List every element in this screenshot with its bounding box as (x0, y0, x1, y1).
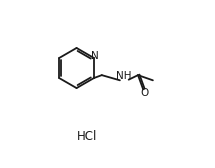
Text: HCl: HCl (77, 130, 97, 143)
Text: O: O (141, 88, 149, 98)
Text: NH: NH (116, 71, 132, 81)
Text: N: N (91, 51, 99, 61)
